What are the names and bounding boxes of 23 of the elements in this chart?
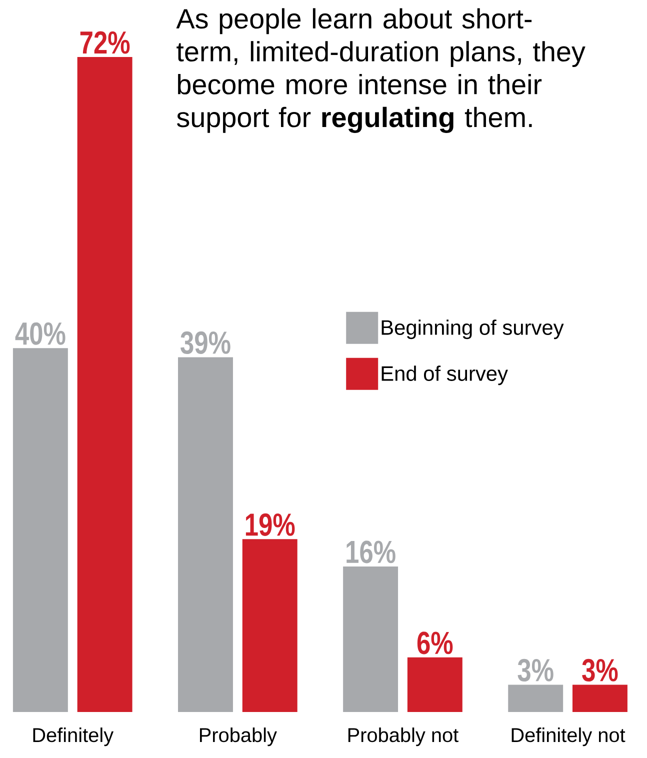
bar: [242, 539, 298, 712]
bar: [508, 684, 564, 712]
chart-title: As people learn about short-term, limited-duration plans, they become more intense in their support for regulating them.: [176, 8, 586, 133]
bar: [343, 566, 398, 712]
data-label: 19%: [246, 513, 295, 536]
bar: [12, 348, 68, 712]
legend-label: Beginning of survey: [382, 320, 564, 340]
bar: [178, 357, 233, 712]
x-tick-label: Probably: [200, 728, 277, 746]
data-label: 39%: [180, 331, 230, 354]
x-tick-label: Definitely: [33, 728, 114, 746]
bar: [77, 56, 132, 712]
x-tick-label: Definitely not: [512, 728, 626, 746]
data-label: 6%: [417, 632, 453, 654]
bar: [407, 657, 462, 712]
x-tick-label: Probably not: [348, 728, 458, 746]
data-label: 16%: [346, 540, 396, 564]
data-label: 3%: [582, 658, 618, 682]
data-label: 72%: [80, 31, 130, 54]
bar: [572, 684, 628, 712]
legend-label: End of survey: [382, 366, 508, 386]
data-label: 3%: [518, 658, 554, 682]
data-label: 40%: [15, 322, 66, 345]
